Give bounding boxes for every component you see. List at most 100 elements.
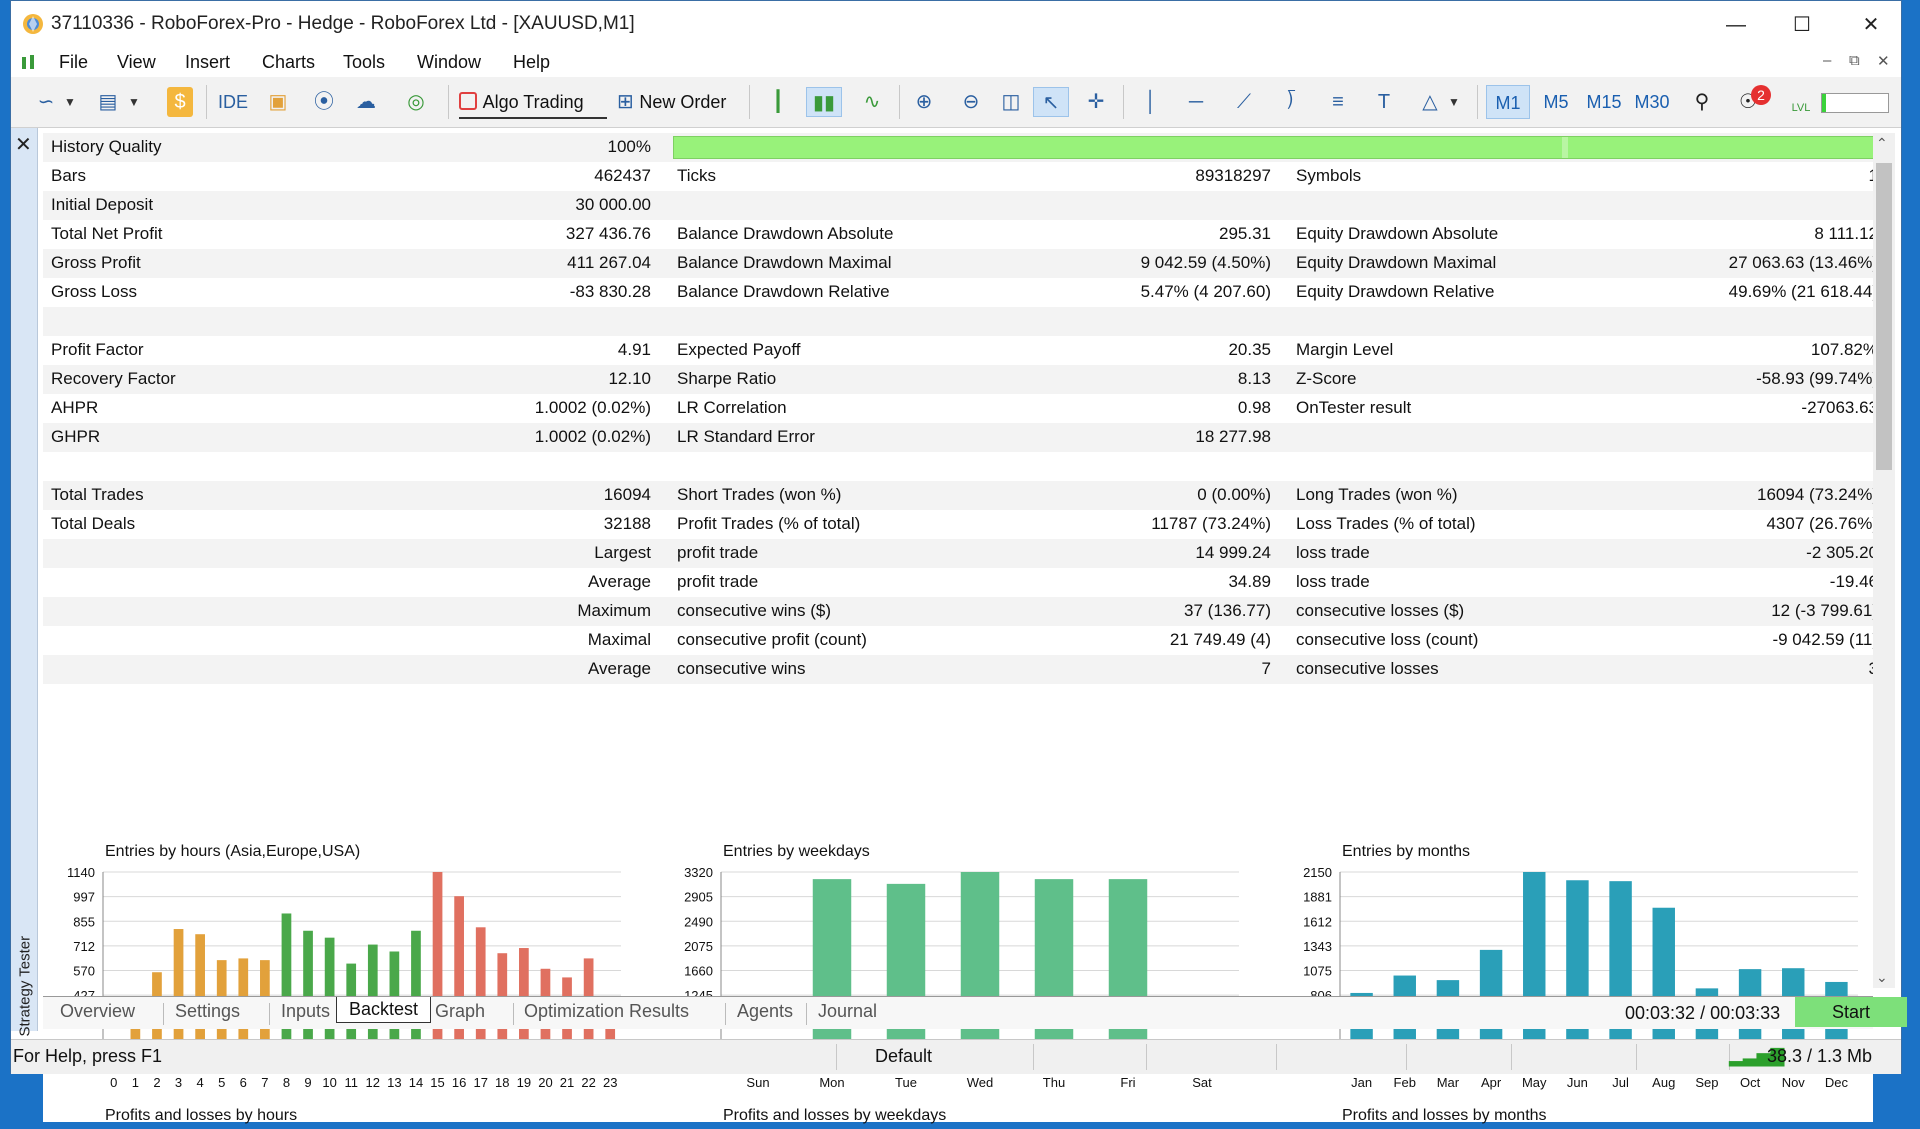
report-row: Gross Loss -83 830.28 Balance Drawdown Rel… (43, 278, 1878, 307)
dollar-icon[interactable]: $ (167, 87, 193, 117)
timeframe-m30[interactable]: M30 (1634, 92, 1670, 112)
algo-trading-button[interactable]: Algo Trading (459, 87, 607, 119)
report-row: AHPR 1.0002 (0.02%) LR Correlation 0.98 OnTe… (43, 394, 1878, 423)
report-value: 16094 (603, 485, 651, 504)
ide-button[interactable]: IDE (217, 92, 248, 112)
fibonacci-icon[interactable]: ≡ (1332, 91, 1344, 113)
cloud-icon[interactable]: ☁ (356, 91, 376, 113)
mdi-restore-button[interactable]: ⧉ (1849, 52, 1860, 69)
report-label: Margin Level (1296, 340, 1394, 359)
chart-svg: Entries by weekdays041583012451660207524… (684, 843, 1239, 1124)
report-label: Expected Payoff (677, 340, 801, 359)
report-label: Total Net Profit (51, 224, 163, 243)
start-button[interactable]: Start (1795, 997, 1907, 1027)
market-bag-icon[interactable]: ▣ (268, 91, 288, 113)
search-icon[interactable]: ⚲ (1694, 91, 1710, 113)
x-tick-label: 21 (560, 1075, 574, 1090)
new-order-icon: ⊞ (617, 91, 634, 113)
vertical-line-icon[interactable]: │ (1144, 91, 1158, 113)
report-label: Total Deals (51, 514, 136, 533)
chevron-down-icon[interactable]: ▼ (128, 95, 140, 109)
channel-icon[interactable]: ⟌ (1286, 91, 1296, 113)
scrollbar-thumb[interactable] (1876, 163, 1892, 470)
scroll-up-icon[interactable]: ⌃ (1876, 135, 1888, 151)
tab-inputs[interactable]: Inputs (281, 1001, 331, 1021)
shapes-icon[interactable]: △ (1422, 91, 1438, 113)
menu-window[interactable]: Window (417, 52, 482, 72)
chevron-down-icon[interactable]: ▼ (1448, 95, 1460, 109)
bar-chart-icon[interactable]: ┃ (771, 91, 785, 113)
tab-optimization-results[interactable]: Optimization Results (524, 1001, 690, 1021)
tab-agents[interactable]: Agents (737, 1001, 794, 1021)
menu-view[interactable]: View (117, 52, 156, 72)
report-value: 30 000.00 (575, 195, 651, 214)
tab-backtest[interactable]: Backtest (336, 997, 432, 1023)
history-quality-marker (1562, 137, 1568, 158)
x-tick-label: 16 (452, 1075, 466, 1090)
tab-graph[interactable]: Graph (435, 1001, 486, 1021)
entries-charts: Entries by hours (Asia,Europe,USA)014228… (43, 834, 1873, 1124)
y-tick-label: 997 (73, 890, 95, 905)
close-panel-icon[interactable]: ✕ (15, 134, 32, 156)
report-value: 12.10 (608, 369, 651, 388)
signals-icon[interactable]: ⦿ (314, 91, 334, 113)
x-tick-label: 6 (240, 1075, 247, 1090)
tab-journal[interactable]: Journal (818, 1001, 878, 1021)
maximize-button[interactable]: ☐ (1793, 14, 1811, 36)
x-tick-label: 0 (110, 1075, 117, 1090)
menu-file[interactable]: File (59, 52, 89, 72)
entries-chart: Entries by weekdays041583012451660207524… (661, 834, 1261, 1124)
close-button[interactable]: ✕ (1862, 14, 1880, 36)
report-value: 3 (1543, 659, 1878, 679)
minimize-button[interactable]: — (1726, 14, 1746, 36)
report-row: Gross Profit 411 267.04 Balance Drawdown M… (43, 249, 1878, 278)
chart-svg: Entries by hours (Asia,Europe,USA)014228… (67, 843, 621, 1124)
lvl-icon[interactable]: LVL (1791, 102, 1811, 114)
title-bar[interactable]: 37110336 - RoboForex-Pro - Hedge - RoboF… (11, 1, 1901, 49)
entries-chart: Entries by hours (Asia,Europe,USA)014228… (43, 834, 643, 1124)
report-value: 0.98 (1237, 398, 1271, 417)
horizontal-line-icon[interactable]: ─ (1188, 91, 1204, 113)
report-value: 1.0002 (0.02%) (534, 427, 651, 446)
y-tick-label: 1075 (1303, 964, 1332, 979)
tab-overview[interactable]: Overview (60, 1001, 136, 1021)
menu-charts[interactable]: Charts (262, 52, 316, 72)
timeframe-m15[interactable]: M15 (1586, 92, 1622, 112)
zoom-in-icon[interactable]: ⊕ (915, 91, 933, 113)
chart-shift-icon[interactable]: ◫ (1001, 91, 1021, 113)
text-icon[interactable]: T (1377, 91, 1391, 113)
menu-help[interactable]: Help (513, 52, 551, 72)
chart-svg: Entries by months02685378061075134316121… (1303, 843, 1858, 1124)
chevron-down-icon[interactable]: ▼ (64, 95, 76, 109)
trendline-icon[interactable]: ⟋ (1237, 91, 1251, 113)
line-chart-icon[interactable]: ∽ (37, 91, 55, 113)
report-value: 18 277.98 (1195, 427, 1271, 446)
y-tick-label: 1140 (67, 865, 95, 880)
candlestick-icon[interactable]: ▮▮ (806, 87, 842, 117)
report-value: 37 (136.77) (1184, 601, 1271, 620)
timeframe-m1[interactable]: M1 (1486, 85, 1530, 119)
crosshair-icon[interactable]: ✛ (1087, 91, 1105, 113)
line-icon[interactable]: ∿ (863, 91, 881, 113)
report-scrollbar[interactable]: ⌃ ⌄ (1873, 133, 1895, 988)
menu-tools[interactable]: Tools (343, 52, 386, 72)
history-quality-label: History Quality (51, 137, 162, 156)
timeframe-m5[interactable]: M5 (1543, 92, 1569, 112)
new-order-button[interactable]: ⊞ New Order (617, 87, 741, 117)
scroll-down-icon[interactable]: ⌄ (1876, 969, 1888, 985)
zoom-out-icon[interactable]: ⊖ (962, 91, 980, 113)
report-value: 0 (0.00%) (1197, 485, 1271, 504)
menu-insert[interactable]: Insert (185, 52, 231, 72)
status-help-text: For Help, press F1 (13, 1046, 163, 1066)
vps-icon[interactable]: ◎ (407, 91, 425, 113)
x-tick-label: 4 (197, 1075, 204, 1090)
tab-settings[interactable]: Settings (175, 1001, 241, 1021)
report-value: 49.69% (21 618.44) (1728, 282, 1878, 301)
mdi-minimize-button[interactable]: – (1823, 52, 1832, 69)
chart-template-icon[interactable]: ▤ (98, 91, 118, 113)
x-tick-label: Oct (1740, 1075, 1761, 1090)
cursor-icon[interactable]: ↖ (1033, 87, 1069, 117)
x-tick-label: 7 (261, 1075, 268, 1090)
mdi-close-button[interactable]: ✕ (1877, 53, 1890, 70)
status-profile: Default (875, 1046, 933, 1066)
